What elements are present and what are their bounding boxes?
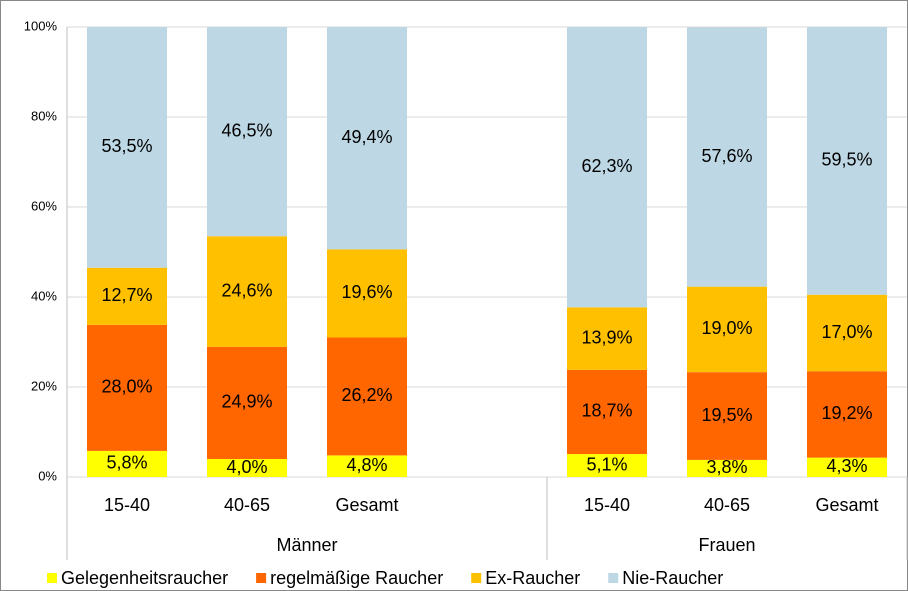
y-tick-label: 0% bbox=[38, 468, 57, 483]
bar-segment bbox=[687, 286, 767, 373]
legend-swatch bbox=[256, 573, 267, 583]
data-label: 4,0% bbox=[226, 457, 267, 477]
data-label: 53,5% bbox=[101, 136, 152, 156]
data-label: 12,7% bbox=[101, 285, 152, 305]
data-label: 4,3% bbox=[826, 456, 867, 476]
legend-label: Ex-Raucher bbox=[485, 568, 580, 588]
bar-segment bbox=[687, 372, 767, 460]
bar-segment bbox=[687, 27, 767, 287]
x-tick-label: Gesamt bbox=[815, 495, 878, 515]
legend-swatch bbox=[47, 573, 57, 583]
data-label: 46,5% bbox=[221, 120, 272, 140]
data-label: 28,0% bbox=[101, 377, 152, 397]
bar-segment bbox=[207, 27, 287, 237]
data-label: 24,9% bbox=[221, 392, 272, 412]
bar-segment bbox=[327, 249, 407, 338]
data-label: 5,8% bbox=[106, 453, 147, 473]
bar-segment bbox=[567, 307, 647, 370]
legend-label: Gelegenheitsraucher bbox=[61, 568, 228, 588]
data-label: 19,6% bbox=[341, 282, 392, 302]
y-tick-label: 100% bbox=[24, 18, 58, 33]
data-label: 57,6% bbox=[701, 146, 752, 166]
bar-segment bbox=[567, 454, 647, 477]
legend-swatch bbox=[608, 573, 619, 583]
bar-segment bbox=[207, 236, 287, 347]
bar-segment bbox=[327, 27, 407, 250]
x-tick-label: 15-40 bbox=[584, 495, 630, 515]
data-label: 19,0% bbox=[701, 318, 752, 338]
group-label: Frauen bbox=[698, 535, 755, 555]
data-label: 26,2% bbox=[341, 385, 392, 405]
bar-segment bbox=[567, 369, 647, 455]
data-label: 24,6% bbox=[221, 280, 272, 300]
bar-segment bbox=[87, 267, 167, 325]
bar-segment bbox=[567, 27, 647, 308]
y-tick-label: 40% bbox=[31, 288, 57, 303]
group-label: Männer bbox=[276, 535, 337, 555]
bar-segment bbox=[87, 450, 167, 477]
bar-segment bbox=[327, 455, 407, 477]
x-tick-label: Gesamt bbox=[335, 495, 398, 515]
y-tick-label: 20% bbox=[31, 378, 57, 393]
data-label: 17,0% bbox=[821, 322, 872, 342]
legend-swatch bbox=[471, 573, 482, 583]
x-tick-label: 40-65 bbox=[224, 495, 270, 515]
y-tick-label: 60% bbox=[31, 198, 57, 213]
bar-segment bbox=[87, 27, 167, 268]
data-label: 13,9% bbox=[581, 327, 632, 347]
data-label: 3,8% bbox=[706, 457, 747, 477]
data-label: 49,4% bbox=[341, 127, 392, 147]
legend-label: Nie-Raucher bbox=[622, 568, 723, 588]
bar-segment bbox=[327, 337, 407, 456]
data-label: 62,3% bbox=[581, 156, 632, 176]
bar-segment bbox=[807, 27, 887, 295]
bar-segment bbox=[687, 459, 767, 477]
bar-segment bbox=[207, 346, 287, 459]
y-tick-label: 80% bbox=[31, 108, 57, 123]
bar-segment bbox=[87, 324, 167, 451]
x-tick-label: 40-65 bbox=[704, 495, 750, 515]
data-label: 19,2% bbox=[821, 403, 872, 423]
data-label: 5,1% bbox=[586, 454, 627, 474]
data-label: 59,5% bbox=[821, 150, 872, 170]
x-tick-label: 15-40 bbox=[104, 495, 150, 515]
data-label: 4,8% bbox=[346, 455, 387, 475]
bar-segment bbox=[207, 459, 287, 477]
data-label: 19,5% bbox=[701, 405, 752, 425]
bar-segment bbox=[807, 457, 887, 477]
bar-segment bbox=[807, 371, 887, 458]
bar-segment bbox=[807, 294, 887, 372]
legend-label: regelmäßige Raucher bbox=[270, 568, 443, 588]
data-label: 18,7% bbox=[581, 401, 632, 421]
